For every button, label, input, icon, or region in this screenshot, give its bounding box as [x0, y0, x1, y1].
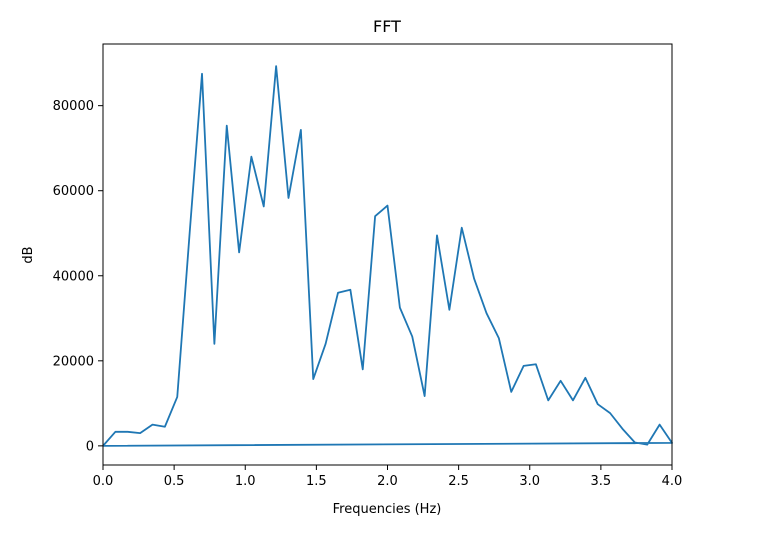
- x-tick-label: 3.5: [591, 474, 612, 489]
- y-tick-label: 40000: [53, 269, 94, 284]
- x-axis: 0.0 0.5 1.0 1.5 2.0 2.5 3.0 3.5 4.0: [93, 465, 683, 489]
- chart-title: FFT: [373, 17, 401, 36]
- plot-area: [102, 65, 673, 447]
- x-axis-label: Frequencies (Hz): [333, 502, 442, 517]
- y-tick-label: 80000: [53, 99, 94, 114]
- y-tick-label: 0: [86, 439, 94, 454]
- x-tick-label: 1.0: [235, 474, 256, 489]
- x-tick-label: 0.5: [164, 474, 185, 489]
- x-tick-label: 2.0: [377, 474, 398, 489]
- y-tick-label: 60000: [53, 184, 94, 199]
- x-tick-label: 3.0: [519, 474, 540, 489]
- y-axis-label: dB: [21, 246, 36, 263]
- y-tick-label: 20000: [53, 354, 94, 369]
- x-tick-label: 2.5: [448, 474, 469, 489]
- y-axis: 0 20000 40000 60000 80000: [53, 99, 103, 454]
- series-line-0: [102, 65, 673, 447]
- x-tick-label: 1.5: [306, 474, 327, 489]
- x-tick-label: 0.0: [93, 474, 114, 489]
- x-tick-label: 4.0: [662, 474, 683, 489]
